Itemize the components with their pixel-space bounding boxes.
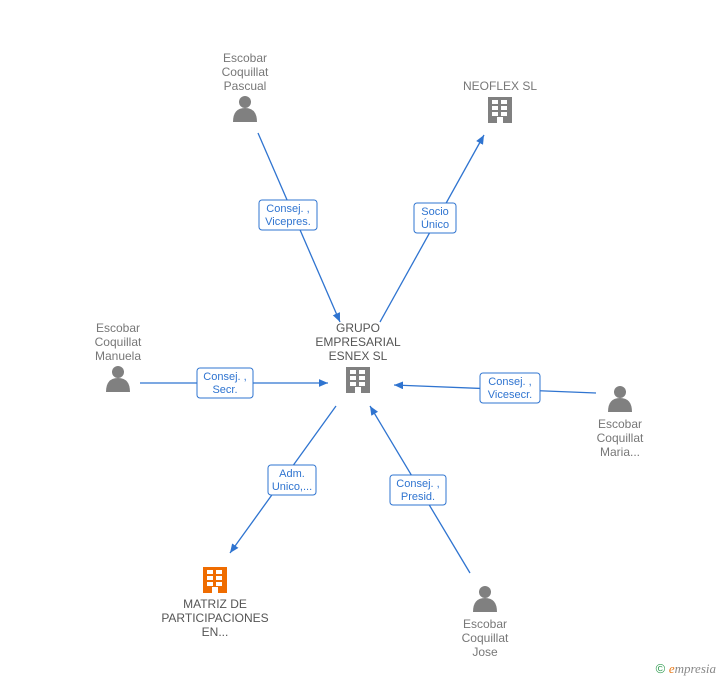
node-label: ESNEX SL — [329, 349, 388, 363]
node-label: Coquillat — [462, 631, 509, 645]
building-icon — [488, 97, 512, 123]
node-label: NEOFLEX SL — [463, 79, 537, 93]
edge-label-text: Presid. — [401, 491, 435, 503]
node-label: Maria... — [600, 445, 640, 459]
person-icon — [106, 366, 130, 392]
node-label: Coquillat — [597, 431, 644, 445]
building-icon — [346, 367, 370, 393]
person-icon — [608, 386, 632, 412]
person-icon — [473, 586, 497, 612]
edge-label-text: Adm. — [279, 468, 305, 480]
edge-label-text: Vicepres. — [265, 216, 311, 228]
footer-branding: © empresia — [656, 661, 716, 677]
node-label: Escobar — [463, 617, 507, 631]
edge-label-text: Vicesecr. — [488, 389, 532, 401]
brand-name: mpresia — [675, 661, 716, 676]
node-label: GRUPO — [336, 321, 380, 335]
node-label: Coquillat — [95, 335, 142, 349]
edge-label-text: Unico,... — [272, 481, 312, 493]
edge-label-text: Socio — [421, 206, 449, 218]
edge-label-text: Consej. , — [488, 376, 531, 388]
node-label: PARTICIPACIONES — [161, 611, 268, 625]
node-label: Coquillat — [222, 65, 269, 79]
edge-label-text: Secr. — [212, 384, 237, 396]
org-network-diagram: Consej. ,Vicepres.SocioÚnicoConsej. ,Sec… — [0, 0, 728, 685]
node-label: Pascual — [224, 79, 267, 93]
node-label: Escobar — [223, 51, 267, 65]
node-label: EN... — [202, 625, 229, 639]
node-label: EMPRESARIAL — [315, 335, 401, 349]
node-label: Manuela — [95, 349, 141, 363]
edge-label-text: Consej. , — [396, 478, 439, 490]
node-label: MATRIZ DE — [183, 597, 247, 611]
edge-label-text: Consej. , — [266, 203, 309, 215]
edge-label-text: Consej. , — [203, 371, 246, 383]
node-label: Escobar — [96, 321, 140, 335]
edge-label-text: Único — [421, 218, 449, 231]
node-label: Escobar — [598, 417, 642, 431]
node-label: Jose — [472, 645, 498, 659]
building-icon — [203, 567, 227, 593]
copyright-symbol: © — [656, 661, 666, 676]
person-icon — [233, 96, 257, 122]
